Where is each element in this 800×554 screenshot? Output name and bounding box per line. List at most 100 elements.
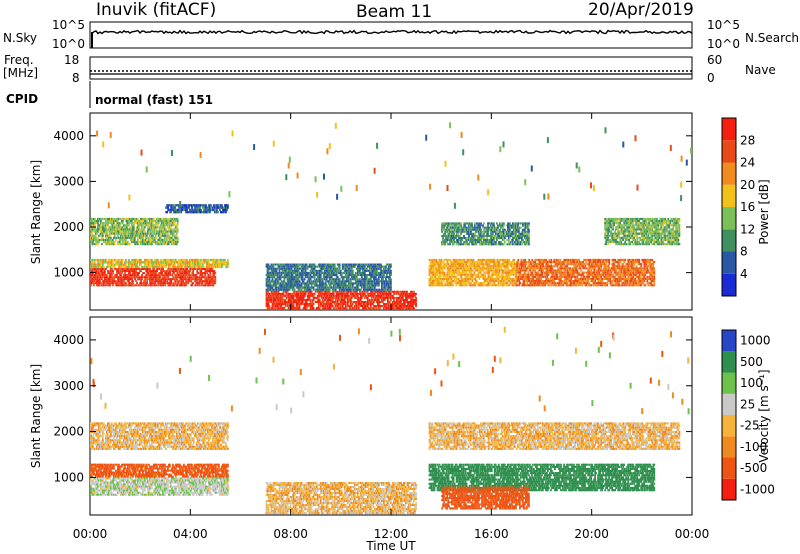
data-cell	[121, 284, 123, 287]
data-cell	[317, 276, 320, 279]
data-cell	[307, 299, 310, 301]
data-cell	[400, 294, 402, 297]
data-cell	[184, 268, 187, 270]
data-cell	[268, 299, 271, 301]
data-cell	[158, 234, 161, 237]
data-cell	[358, 269, 361, 272]
data-cell	[158, 272, 160, 275]
data-cell	[200, 270, 203, 273]
data-cell	[319, 290, 322, 293]
data-cell	[432, 273, 435, 276]
data-cell	[120, 276, 122, 279]
data-cell	[310, 303, 313, 305]
data-cell	[170, 258, 172, 262]
data-cell	[210, 270, 213, 273]
data-cell	[162, 243, 165, 246]
data-cell	[469, 277, 472, 280]
data-cell	[209, 268, 212, 270]
data-cell	[338, 294, 341, 297]
data-cell	[121, 263, 123, 266]
data-cell	[310, 265, 313, 268]
data-cell	[332, 278, 335, 281]
data-cell	[459, 261, 462, 264]
data-cell	[429, 280, 432, 283]
data-cell	[113, 278, 115, 281]
data-cell	[163, 280, 165, 283]
data-cell	[318, 299, 321, 301]
data-cell	[149, 241, 152, 244]
data-cell	[462, 263, 465, 266]
data-cell	[117, 230, 120, 233]
data-cell	[151, 230, 154, 233]
data-cell	[170, 208, 172, 212]
data-cell	[119, 278, 121, 281]
data-cell	[392, 305, 394, 307]
data-cell	[349, 278, 352, 281]
data-cell	[457, 267, 460, 270]
data-cell	[102, 270, 104, 273]
data-cell	[123, 228, 126, 231]
data-cell	[124, 220, 127, 223]
data-cell	[213, 276, 216, 279]
data-cell	[292, 265, 295, 268]
data-cell	[488, 271, 491, 274]
data-cell	[357, 305, 360, 307]
data-cell	[118, 241, 121, 244]
data-cell	[296, 278, 299, 281]
data-cell	[227, 261, 229, 264]
data-cell	[175, 276, 178, 279]
data-cell	[437, 263, 440, 266]
data-cell	[99, 284, 101, 287]
data-cell	[330, 303, 333, 305]
data-cell	[143, 220, 146, 223]
data-cell	[330, 274, 333, 277]
data-cell	[134, 261, 136, 264]
data-cell	[101, 270, 103, 273]
data-cell	[199, 280, 202, 283]
data-cell	[159, 236, 162, 239]
data-cell	[408, 294, 410, 297]
data-cell	[192, 263, 194, 266]
data-cell	[341, 294, 344, 297]
data-cell	[115, 282, 117, 285]
data-cell	[401, 305, 403, 307]
data-cell	[280, 305, 283, 307]
data-cell	[339, 305, 342, 307]
data-cell	[358, 301, 361, 303]
data-cell	[334, 280, 337, 283]
data-cell	[306, 265, 309, 268]
data-cell	[158, 226, 161, 229]
data-cell	[331, 299, 334, 301]
data-cell	[361, 305, 364, 307]
data-cell	[307, 296, 310, 299]
data-cell	[185, 258, 187, 262]
data-cell	[136, 258, 138, 262]
data-cell	[184, 276, 187, 279]
data-cell	[213, 270, 216, 273]
data-cell	[281, 286, 284, 289]
data-cell	[291, 305, 294, 307]
data-cell	[321, 278, 324, 281]
data-cell	[154, 280, 156, 283]
data-cell	[99, 268, 101, 270]
data-cell	[209, 204, 211, 207]
data-cell	[433, 263, 436, 266]
data-cell	[117, 263, 119, 266]
data-cell	[299, 263, 302, 266]
data-cell	[214, 272, 217, 275]
data-cell	[266, 290, 269, 293]
data-cell	[363, 307, 366, 310]
data-cell	[162, 230, 165, 233]
data-cell	[128, 268, 130, 270]
data-cell	[96, 228, 98, 231]
data-cell	[272, 288, 275, 291]
data-cell	[152, 241, 155, 244]
data-cell	[164, 222, 167, 225]
data-cell	[118, 284, 120, 287]
data-cell	[388, 301, 390, 303]
data-cell	[161, 226, 164, 229]
data-cell	[90, 276, 92, 279]
data-cell	[403, 290, 405, 293]
data-cell	[487, 269, 490, 272]
data-cell	[185, 204, 187, 207]
